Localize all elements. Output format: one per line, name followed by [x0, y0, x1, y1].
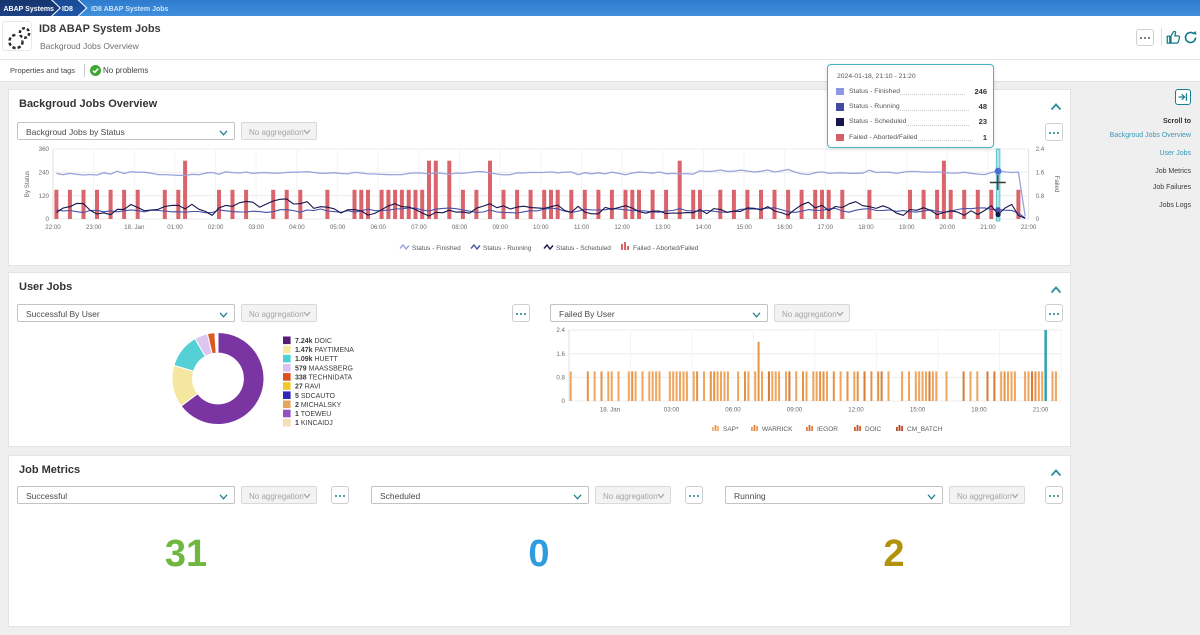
svg-text:18. Jan: 18. Jan	[600, 407, 621, 414]
svg-text:21:00: 21:00	[980, 224, 996, 231]
svg-text:07:00: 07:00	[411, 224, 427, 231]
svg-text:16:00: 16:00	[777, 224, 793, 231]
svg-text:12:00: 12:00	[848, 407, 864, 414]
svg-text:05:00: 05:00	[330, 224, 346, 231]
svg-text:23:00: 23:00	[86, 224, 102, 231]
svg-text:2.4: 2.4	[556, 327, 565, 334]
svg-text:ID8 ABAP System Jobs: ID8 ABAP System Jobs	[91, 6, 169, 13]
svg-text:08:00: 08:00	[452, 224, 468, 231]
svg-text:Status - Running: Status - Running	[483, 245, 532, 252]
svg-text:1.09k HUETT: 1.09k HUETT	[295, 356, 339, 363]
svg-text:0: 0	[1036, 216, 1040, 223]
svg-text:20:00: 20:00	[940, 224, 956, 231]
svg-text:IEGOR: IEGOR	[817, 426, 838, 433]
svg-text:7.24k DOIC: 7.24k DOIC	[295, 338, 332, 345]
svg-text:12:00: 12:00	[614, 224, 630, 231]
svg-text:13:00: 13:00	[655, 224, 671, 231]
svg-text:By Status: By Status	[24, 171, 31, 197]
svg-text:06:00: 06:00	[725, 407, 741, 414]
svg-text:Failed: Failed	[1053, 176, 1060, 193]
svg-text:0.8: 0.8	[556, 375, 565, 382]
svg-text:22:00: 22:00	[45, 224, 61, 231]
svg-text:WARRICK: WARRICK	[762, 426, 793, 433]
svg-text:17:00: 17:00	[818, 224, 834, 231]
svg-text:1 TOEWEU: 1 TOEWEU	[295, 411, 331, 418]
svg-text:Failed - Aborted/Failed: Failed - Aborted/Failed	[633, 245, 699, 252]
svg-text:1.6: 1.6	[1036, 170, 1045, 177]
svg-text:Status - Scheduled: Status - Scheduled	[556, 245, 611, 252]
svg-text:14:00: 14:00	[696, 224, 712, 231]
svg-text:02:00: 02:00	[208, 224, 224, 231]
svg-text:19:00: 19:00	[899, 224, 915, 231]
svg-text:5 SDCAUTO: 5 SDCAUTO	[295, 393, 336, 400]
svg-text:09:00: 09:00	[787, 407, 803, 414]
svg-text:11:00: 11:00	[574, 224, 590, 231]
svg-text:1.6: 1.6	[556, 351, 565, 358]
svg-text:18:00: 18:00	[971, 407, 987, 414]
svg-text:CM_BATCH: CM_BATCH	[907, 426, 943, 433]
svg-text:120: 120	[39, 193, 50, 200]
svg-text:15:00: 15:00	[736, 224, 752, 231]
svg-text:22:00: 22:00	[1021, 224, 1037, 231]
svg-text:579 MAASSBERG: 579 MAASSBERG	[295, 365, 353, 372]
svg-text:1 KINCAIDJ: 1 KINCAIDJ	[295, 420, 333, 427]
svg-text:0.8: 0.8	[1036, 193, 1045, 200]
svg-text:27 RAVI: 27 RAVI	[295, 384, 321, 391]
svg-text:18. Jan: 18. Jan	[124, 224, 145, 231]
svg-text:01:00: 01:00	[167, 224, 183, 231]
svg-text:18:00: 18:00	[858, 224, 874, 231]
svg-text:2.4: 2.4	[1036, 146, 1045, 153]
svg-text:09:00: 09:00	[492, 224, 508, 231]
svg-text:15:00: 15:00	[910, 407, 926, 414]
svg-text:SAP*: SAP*	[723, 426, 739, 433]
svg-text:1.47k PAYTIMENA: 1.47k PAYTIMENA	[295, 347, 354, 354]
svg-text:360: 360	[39, 146, 50, 153]
svg-text:0: 0	[562, 398, 566, 405]
svg-text:240: 240	[39, 170, 50, 177]
svg-text:04:00: 04:00	[289, 224, 305, 231]
svg-text:2 MICHALSKY: 2 MICHALSKY	[295, 402, 342, 409]
svg-text:03:00: 03:00	[248, 224, 264, 231]
svg-text:06:00: 06:00	[370, 224, 386, 231]
svg-text:DOIC: DOIC	[865, 426, 882, 433]
svg-text:10:00: 10:00	[533, 224, 549, 231]
svg-text:338 TECHNIDATA: 338 TECHNIDATA	[295, 375, 353, 382]
svg-text:ABAP Systems: ABAP Systems	[4, 6, 55, 13]
svg-text:ID8: ID8	[62, 6, 73, 13]
svg-text:21:00: 21:00	[1033, 407, 1049, 414]
svg-text:03:00: 03:00	[664, 407, 680, 414]
svg-text:0: 0	[46, 216, 50, 223]
svg-text:Status - Finished: Status - Finished	[412, 245, 461, 252]
